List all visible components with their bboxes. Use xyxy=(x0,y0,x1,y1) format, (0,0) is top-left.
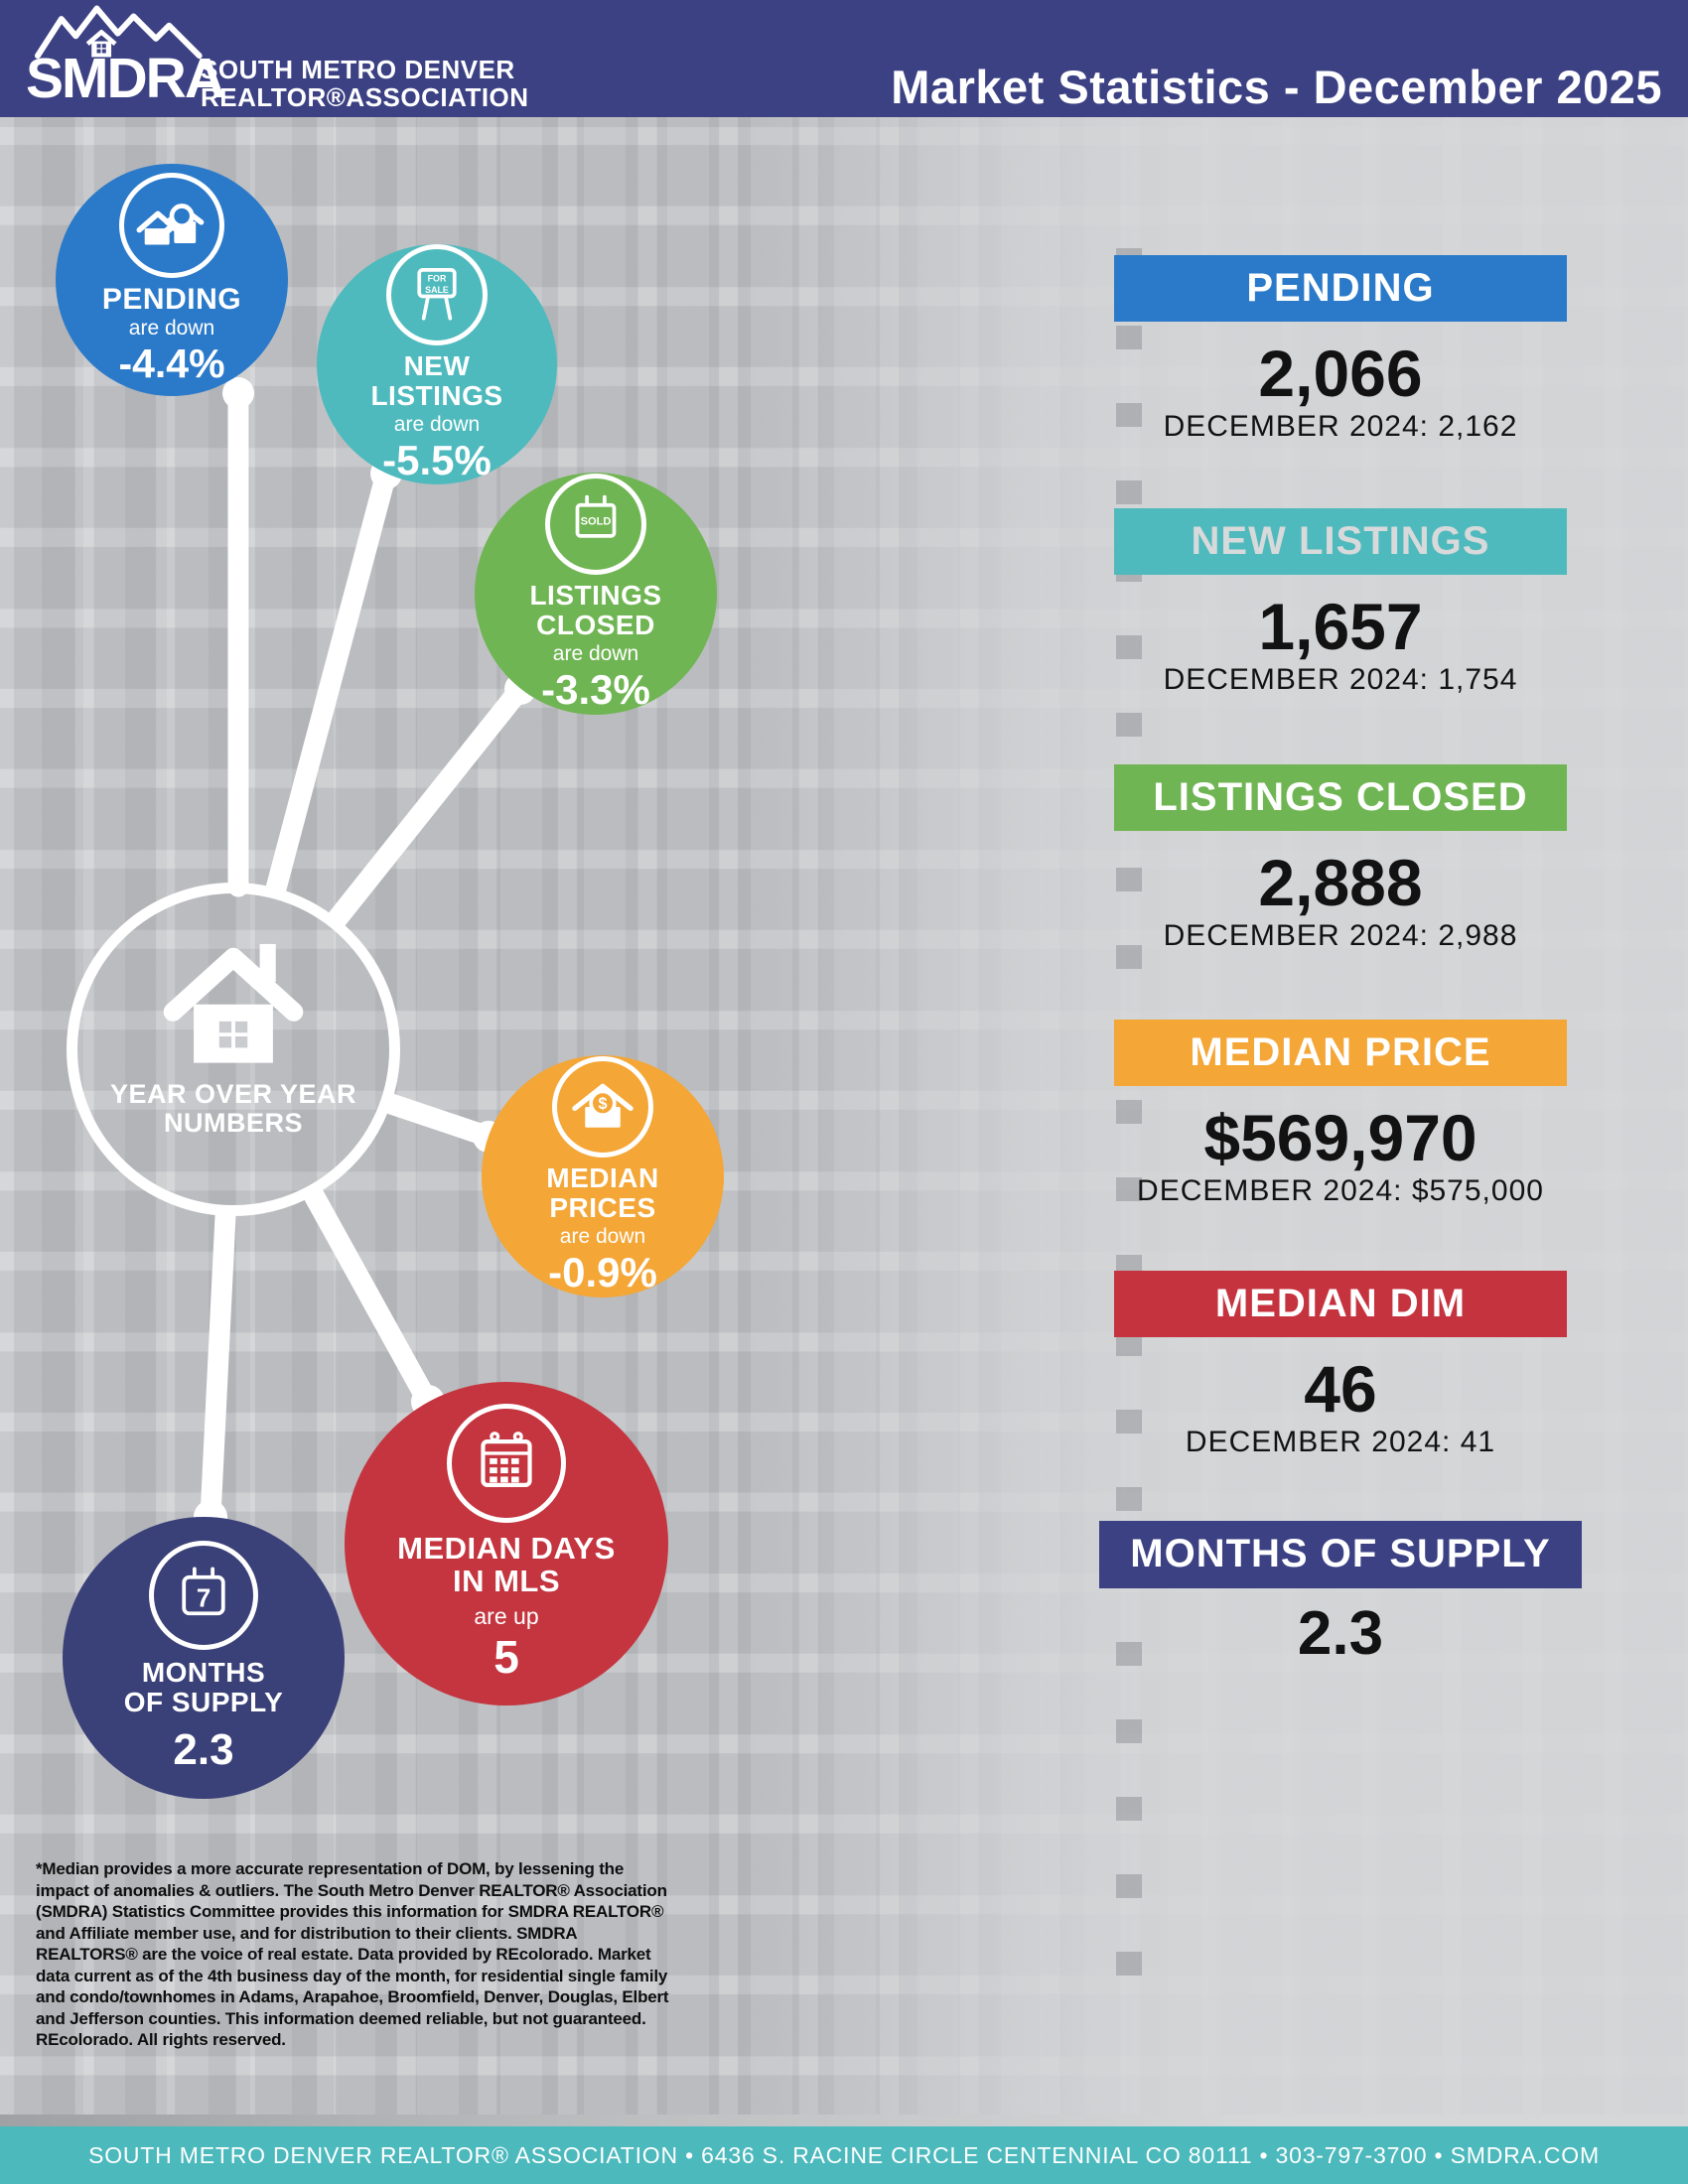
smdra-logo-text: SMDRA xyxy=(26,47,225,110)
bubble-value: -3.3% xyxy=(541,665,650,713)
sold-sign-icon: SOLD xyxy=(545,474,646,576)
bubble-months-of-supply: 7 MONTHS OF SUPPLY 2.3 xyxy=(63,1517,345,1799)
calendar-grid-icon xyxy=(447,1403,566,1523)
stat-prior-year: DECEMBER 2024: 2,988 xyxy=(1163,919,1518,952)
bubble-trend: are down xyxy=(552,641,639,665)
house-icon xyxy=(163,943,304,1063)
stat-value: $569,970 xyxy=(1203,1101,1477,1174)
bubble-trend: are down xyxy=(559,1224,646,1248)
bubble-label-line2: CLOSED xyxy=(536,610,655,640)
bubble-label-line2: PRICES xyxy=(549,1192,656,1223)
bubble-label: MONTHS xyxy=(141,1657,266,1689)
bubble-trend: are down xyxy=(393,412,481,436)
bubble-label-line2: OF SUPPLY xyxy=(123,1687,284,1717)
bubble-label: MEDIAN xyxy=(546,1162,659,1194)
bubble-new-listings: FOR SALE NEW LISTINGS are down -5.5% xyxy=(317,244,557,484)
stat-prior-year: DECEMBER 2024: $575,000 xyxy=(1137,1174,1544,1207)
stat-header: MONTHS OF SUPPLY xyxy=(1099,1521,1582,1588)
header-bar: SMDRA SOUTH METRO DENVER REALTOR®ASSOCIA… xyxy=(0,0,1688,117)
bubble-label-line2: LISTINGS xyxy=(370,380,503,411)
hub-label-line2: NUMBERS xyxy=(163,1108,303,1138)
bubble-median-prices: $ MEDIAN PRICES are down -0.9% xyxy=(482,1055,724,1297)
svg-text:SOLD: SOLD xyxy=(581,516,612,528)
logo-subtitle: SOUTH METRO DENVER REALTOR®ASSOCIATION xyxy=(201,56,529,111)
logo-subtitle-line2: REALTOR®ASSOCIATION xyxy=(201,82,529,112)
svg-text:SALE: SALE xyxy=(425,285,449,295)
stat-header: MEDIAN DIM xyxy=(1114,1271,1567,1337)
stat-value: 46 xyxy=(1304,1352,1377,1426)
smdra-mountains-logo-icon xyxy=(34,5,203,60)
stat-value: 2,066 xyxy=(1258,337,1423,410)
disclaimer-text: *Median provides a more accurate represe… xyxy=(36,1859,669,2049)
bubble-label: MEDIAN DAYS xyxy=(397,1530,616,1566)
bubble-listings-closed: SOLD LISTINGS CLOSED are down -3.3% xyxy=(475,473,717,715)
bubble-value: 2.3 xyxy=(173,1724,234,1774)
stat-header: PENDING xyxy=(1114,255,1567,322)
stat-header: MEDIAN PRICE xyxy=(1114,1020,1567,1086)
svg-text:FOR: FOR xyxy=(428,274,447,284)
stat-value: 2,888 xyxy=(1258,846,1423,919)
stat-prior-year: DECEMBER 2024: 1,754 xyxy=(1163,663,1518,696)
house-search-icon xyxy=(119,172,224,278)
bubble-label: NEW xyxy=(403,350,471,382)
bubble-value: -5.5% xyxy=(382,436,492,483)
footer-gradient-strip xyxy=(0,2115,1688,2126)
bubble-label: PENDING xyxy=(101,282,242,316)
house-dollar-icon: $ xyxy=(552,1056,653,1159)
stat-value: 2.3 xyxy=(1297,1599,1384,1668)
bubble-trend: are down xyxy=(128,317,215,341)
logo-subtitle-line1: SOUTH METRO DENVER xyxy=(201,55,515,84)
stat-header: NEW LISTINGS xyxy=(1114,508,1567,575)
bubble-value: -4.4% xyxy=(118,341,225,387)
stat-header: LISTINGS CLOSED xyxy=(1114,764,1567,831)
bubble-value: -0.9% xyxy=(548,1248,657,1296)
calendar-7-icon: 7 xyxy=(149,1541,258,1651)
svg-text:$: $ xyxy=(598,1096,607,1114)
for-sale-sign-icon: FOR SALE xyxy=(386,244,488,346)
bubble-label-line2: IN MLS xyxy=(452,1563,561,1598)
stat-value: 1,657 xyxy=(1258,590,1423,663)
bubble-trend: are up xyxy=(474,1603,539,1630)
stat-prior-year: DECEMBER 2024: 2,162 xyxy=(1163,410,1518,443)
bubble-pending: PENDING are down -4.4% xyxy=(56,164,288,396)
bubble-label: LISTINGS xyxy=(529,580,662,612)
year-over-year-hub: YEAR OVER YEAR NUMBERS xyxy=(67,883,400,1216)
footer-bar: SOUTH METRO DENVER REALTOR® ASSOCIATION … xyxy=(0,2126,1688,2184)
stat-prior-year: DECEMBER 2024: 41 xyxy=(1185,1426,1496,1458)
svg-text:7: 7 xyxy=(197,1585,211,1613)
hub-label-line1: YEAR OVER YEAR xyxy=(109,1079,357,1109)
bubble-median-days-in-mls: MEDIAN DAYS IN MLS are up 5 xyxy=(345,1382,668,1706)
footer-contact-text: SOUTH METRO DENVER REALTOR® ASSOCIATION … xyxy=(88,2142,1600,2168)
bubble-value: 5 xyxy=(493,1631,519,1684)
page-title: Market Statistics - December 2025 xyxy=(891,61,1662,113)
